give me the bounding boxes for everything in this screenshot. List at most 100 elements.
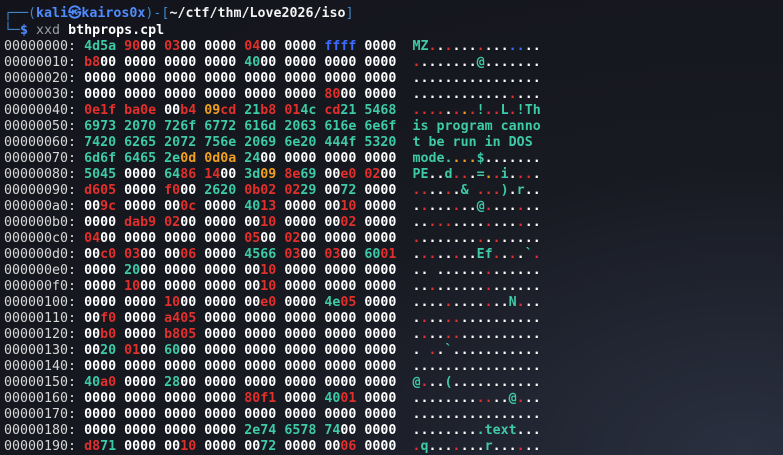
hex-byte: 02 [340, 215, 357, 230]
hex-byte: 00 [324, 231, 341, 246]
hex-byte: 00 [220, 327, 237, 342]
ascii-char: n [516, 119, 525, 134]
ascii: ................ [412, 311, 540, 326]
hex-byte: 00 [284, 215, 301, 230]
ascii-char: . [484, 55, 493, 70]
hex-byte: 01 [340, 391, 357, 406]
hex-byte: 00 [244, 375, 261, 390]
hex-group: 0000 [84, 391, 116, 406]
hex-group: 00e0 [244, 295, 276, 310]
hex-byte: 00 [164, 407, 181, 422]
ascii-char: . [516, 279, 525, 294]
hex-byte: 00 [180, 231, 197, 246]
ascii-char: . [500, 343, 509, 358]
hex-byte: 00 [244, 439, 261, 454]
hex-byte: 00 [164, 87, 181, 102]
ascii-char: ) [500, 183, 509, 198]
hex-group: 726f [164, 119, 196, 134]
ascii-char: . [444, 71, 453, 86]
hex-byte: 40 [324, 391, 341, 406]
offset: 00000170: [4, 407, 77, 422]
ascii-char: . [508, 375, 517, 390]
prompt-at: ㉿ [68, 6, 82, 21]
ascii-char: m [484, 119, 493, 134]
ascii-char: . [524, 343, 533, 358]
hex-group: 0000 [164, 263, 196, 278]
hex-group: 0000 [124, 327, 156, 342]
hex-byte: 00 [284, 327, 301, 342]
hex-group: 0000 [284, 55, 316, 70]
ascii-char: $ [476, 151, 485, 166]
hex-group: a405 [164, 311, 196, 326]
hex-byte: e0 [260, 295, 277, 310]
ascii-char [501, 135, 509, 150]
hex-group: 21b8 [244, 103, 276, 118]
ascii-char: = [476, 167, 485, 182]
hex-byte: 00 [124, 71, 141, 86]
ascii-char: . [468, 391, 477, 406]
ascii: . ..`........... [412, 343, 540, 358]
ascii: .. ............. [412, 263, 540, 278]
hex-byte: 00 [180, 87, 197, 102]
ascii-char: . [452, 87, 461, 102]
hex-group: 0000 [364, 183, 396, 198]
dump-row: 00000100: 0000 0000 1000 0000 00e0 0000 … [4, 295, 779, 311]
ascii-char: . [420, 359, 429, 374]
ascii-char: . [468, 151, 477, 166]
ascii-char: . [524, 279, 533, 294]
ascii-char: . [508, 231, 517, 246]
ascii-char: c [500, 119, 509, 134]
ascii-char: . [468, 263, 477, 278]
ascii-char: . [524, 215, 533, 230]
hex-byte: 00 [284, 87, 301, 102]
ascii-char: . [460, 407, 469, 422]
ascii-char: . [532, 407, 541, 422]
hex-byte: 00 [364, 311, 381, 326]
hex-byte: 00 [140, 247, 157, 262]
ascii-char: . [428, 71, 437, 86]
hex-byte: 00 [244, 279, 261, 294]
hex-byte: 00 [340, 311, 357, 326]
hex-group: 0000 [284, 215, 316, 230]
hex-byte: 00 [204, 359, 221, 374]
ascii-char: . [532, 391, 541, 406]
ascii-char: . [444, 263, 453, 278]
ascii-char: . [428, 103, 437, 118]
hex-byte: 00 [364, 231, 381, 246]
hex-group: 0000 [124, 87, 156, 102]
ascii-char: . [476, 39, 485, 54]
hex-byte: 68 [380, 103, 397, 118]
hex-byte: 00 [380, 439, 397, 454]
ascii-char: . [468, 247, 477, 262]
hex-group: 0000 [364, 375, 396, 390]
ascii-char: . [460, 71, 469, 86]
hex-byte: 00 [180, 279, 197, 294]
ascii-char: . [468, 231, 477, 246]
hex-byte: 00 [324, 327, 341, 342]
hex-byte: 00 [284, 439, 301, 454]
hex-byte: 00 [340, 327, 357, 342]
ascii-char: . [476, 359, 485, 374]
hex-byte: 00 [220, 87, 237, 102]
hex-group: 0000 [124, 71, 156, 86]
ascii-char: . [500, 39, 509, 54]
hex-byte: 00 [180, 295, 197, 310]
dump-row: 00000190: d871 0000 0010 0000 0072 0000 … [4, 439, 779, 455]
hex-byte: 00 [380, 231, 397, 246]
hex-byte: 00 [204, 247, 221, 262]
ascii-char: . [460, 343, 469, 358]
hex-byte: 00 [244, 407, 261, 422]
ascii-char: . [532, 375, 541, 390]
hex-byte: 00 [340, 231, 357, 246]
ascii-char: . [524, 327, 533, 342]
hex-group: 4013 [244, 199, 276, 214]
ascii-char: . [532, 279, 541, 294]
ascii-char: . [468, 215, 477, 230]
hex-byte: 10 [260, 215, 277, 230]
hex-byte: 65 [140, 151, 157, 166]
hex-byte: 20 [124, 119, 141, 134]
dump-row: 00000080: 5045 0000 6486 1400 3d09 8e69 … [4, 167, 779, 183]
ascii-char: . [412, 295, 421, 310]
hex-byte: 00 [124, 55, 141, 70]
